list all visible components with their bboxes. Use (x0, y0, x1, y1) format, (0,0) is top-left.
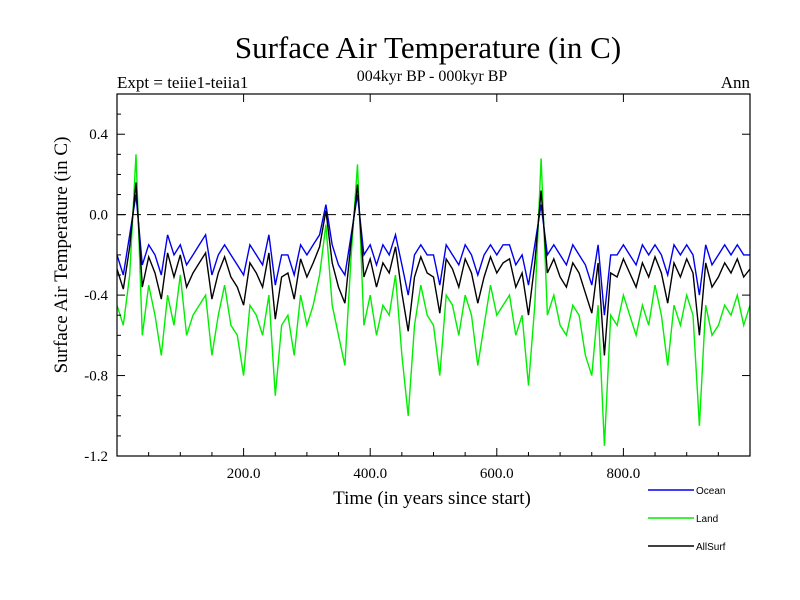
series-line-ocean (117, 194, 750, 316)
x-tick-label: 200.0 (227, 466, 261, 482)
x-axis: 200.0 400.0 600.0 800.0 (148, 94, 719, 482)
legend-label: Ocean (696, 486, 725, 497)
series-line-allsurf (117, 182, 750, 356)
y-tick-label: -0.8 (84, 369, 108, 385)
x-tick-label: 600.0 (480, 466, 514, 482)
legend-item-allsurf: AllSurf (648, 542, 726, 553)
legend: Ocean Land AllSurf (648, 486, 726, 553)
legend-label: Land (696, 514, 718, 525)
season-label: Ann (721, 73, 751, 92)
chart-title: Surface Air Temperature (in C) (235, 30, 621, 65)
y-axis: -1.2 -0.8 -0.4 0.0 0.4 (84, 113, 750, 465)
y-tick-label: -0.4 (84, 288, 108, 304)
legend-item-land: Land (648, 514, 718, 525)
y-tick-label: -1.2 (84, 449, 108, 465)
y-tick-label: 0.0 (89, 208, 108, 224)
legend-label: AllSurf (696, 542, 726, 553)
series-layer (117, 154, 750, 446)
x-tick-label: 800.0 (607, 466, 641, 482)
y-axis-label: Surface Air Temperature (in C) (51, 137, 72, 374)
x-tick-label: 400.0 (353, 466, 387, 482)
series-line-land (117, 154, 750, 446)
x-axis-label: Time (in years since start) (333, 488, 531, 509)
y-tick-label: 0.4 (89, 127, 108, 143)
legend-item-ocean: Ocean (648, 486, 725, 497)
experiment-label: Expt = teiie1-teiia1 (117, 73, 248, 92)
chart-subtitle: 004kyr BP - 000kyr BP (357, 68, 508, 85)
